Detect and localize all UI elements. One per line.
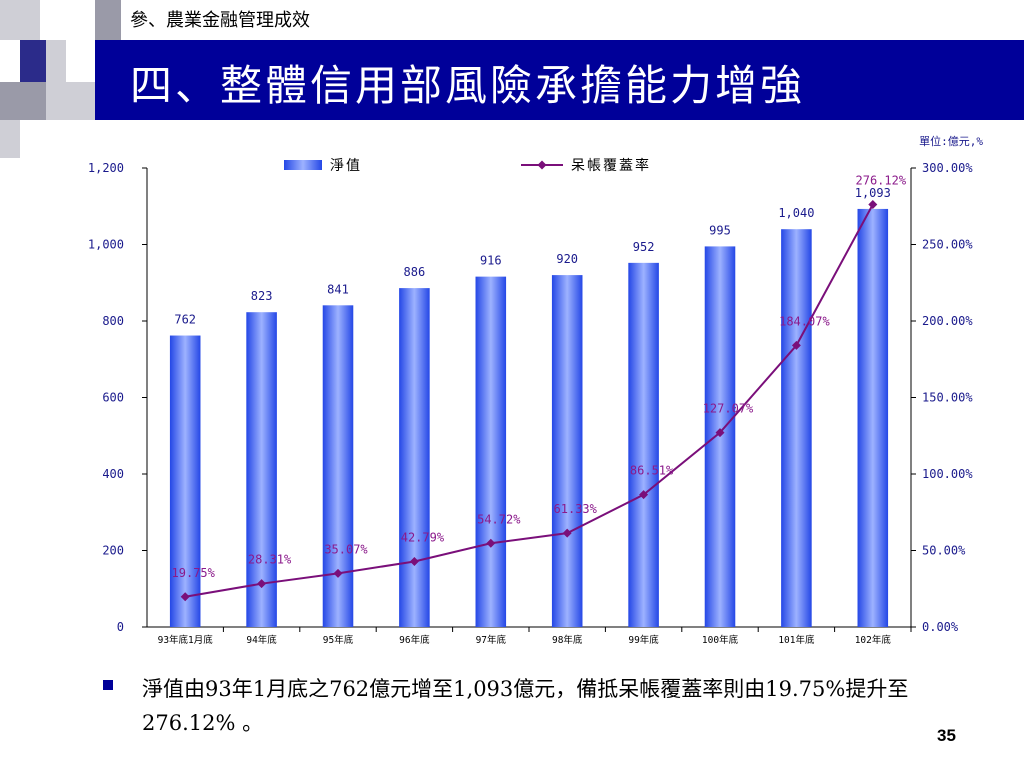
rate-point <box>868 200 878 210</box>
left-axis-tick-label: 0 <box>117 620 124 634</box>
bar-value-label: 916 <box>480 254 502 268</box>
x-axis-tick-label: 96年底 <box>399 634 430 646</box>
right-axis-tick-label: 200.00% <box>922 314 973 328</box>
rate-value-label: 184.07% <box>779 314 830 328</box>
bar <box>857 208 889 628</box>
left-axis-tick-label: 1,000 <box>88 238 124 252</box>
rate-value-label: 276.12% <box>856 174 907 188</box>
x-axis-tick-label: 93年底1月底 <box>158 634 214 646</box>
x-axis-tick-label: 102年底 <box>855 634 892 646</box>
rate-value-label: 86.51% <box>630 464 674 478</box>
bar-value-label: 1,093 <box>855 186 891 200</box>
bar-value-label: 886 <box>404 265 426 279</box>
rate-line <box>185 204 874 598</box>
legend-label: 淨值 <box>330 158 362 174</box>
bar <box>781 229 812 627</box>
left-axis-tick-label: 200 <box>102 544 124 558</box>
unit-label: 單位:億元,% <box>919 134 983 148</box>
left-axis-tick-label: 400 <box>102 467 124 481</box>
left-axis-tick-label: 800 <box>102 314 124 328</box>
right-axis-tick-label: 300.00% <box>922 161 973 175</box>
bar <box>399 288 430 627</box>
bar <box>322 305 354 627</box>
decor-square <box>95 0 121 40</box>
slide-title: 四、整體信用部風險承擔能力增強 <box>130 61 806 110</box>
legend-bar-swatch <box>284 160 322 170</box>
decor-square <box>46 82 95 120</box>
x-axis-tick-label: 97年底 <box>476 634 507 646</box>
bullet-icon <box>103 680 113 690</box>
x-axis-tick-label: 98年底 <box>552 634 583 646</box>
bar <box>628 262 659 627</box>
bar <box>169 335 201 627</box>
rate-value-label: 42.79% <box>401 531 445 545</box>
right-axis-tick-label: 0.00% <box>922 620 959 634</box>
rate-value-label: 35.07% <box>324 542 368 556</box>
decor-square <box>0 0 40 40</box>
rate-point <box>180 592 190 602</box>
decor-square <box>46 40 66 82</box>
legend-line-marker <box>537 160 547 170</box>
bar <box>551 275 583 627</box>
legend-label: 呆帳覆蓋率 <box>571 157 651 174</box>
bar <box>475 276 507 627</box>
bar-value-label: 762 <box>174 313 196 327</box>
right-axis-tick-label: 150.00% <box>922 391 973 405</box>
decor-square <box>20 40 46 82</box>
rate-value-label: 61.33% <box>554 502 598 516</box>
bar <box>246 312 277 627</box>
left-axis-tick-label: 600 <box>102 391 124 405</box>
bar-value-label: 841 <box>327 282 349 296</box>
rate-value-label: 54.72% <box>477 512 521 526</box>
right-axis-tick-label: 250.00% <box>922 238 973 252</box>
x-axis-tick-label: 94年底 <box>246 634 277 646</box>
bar-value-label: 920 <box>556 252 578 266</box>
page-number: 35 <box>937 726 956 745</box>
left-axis-tick-label: 1,200 <box>88 161 124 175</box>
rate-point <box>791 340 801 350</box>
rate-value-label: 28.31% <box>248 553 292 567</box>
rate-point <box>486 538 496 548</box>
x-axis-tick-label: 100年底 <box>702 634 739 646</box>
rate-point <box>409 557 419 567</box>
rate-value-label: 19.75% <box>172 566 216 580</box>
right-axis-tick-label: 50.00% <box>922 544 966 558</box>
summary-text: 淨值由93年1月底之762億元增至1,093億元，備抵呆帳覆蓋率則由19.75%… <box>142 677 909 735</box>
section-label: 參、農業金融管理成效 <box>130 10 310 31</box>
rate-value-label: 127.07% <box>703 402 754 416</box>
decor-square <box>0 120 20 158</box>
decor-square <box>0 82 46 120</box>
rate-point <box>333 568 343 578</box>
rate-point <box>639 490 649 500</box>
bar-value-label: 952 <box>633 240 655 254</box>
x-axis-tick-label: 95年底 <box>323 634 354 646</box>
rate-point <box>715 428 725 438</box>
rate-point <box>562 528 572 538</box>
x-axis-tick-label: 101年底 <box>778 634 815 646</box>
bar-value-label: 1,040 <box>778 206 814 220</box>
rate-point <box>257 579 267 589</box>
bar-value-label: 823 <box>251 289 273 303</box>
title-bar <box>95 40 1024 120</box>
right-axis-tick-label: 100.00% <box>922 467 973 481</box>
x-axis-tick-label: 99年底 <box>628 634 659 646</box>
bar-value-label: 995 <box>709 223 731 237</box>
